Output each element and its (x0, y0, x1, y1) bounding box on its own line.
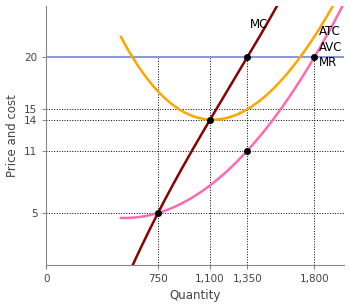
Text: MR: MR (319, 56, 337, 69)
Text: MC: MC (250, 18, 269, 31)
Text: AVC: AVC (319, 41, 342, 54)
Text: ATC: ATC (319, 25, 341, 38)
X-axis label: Quantity: Quantity (169, 290, 221, 302)
Y-axis label: Price and cost: Price and cost (6, 94, 19, 177)
